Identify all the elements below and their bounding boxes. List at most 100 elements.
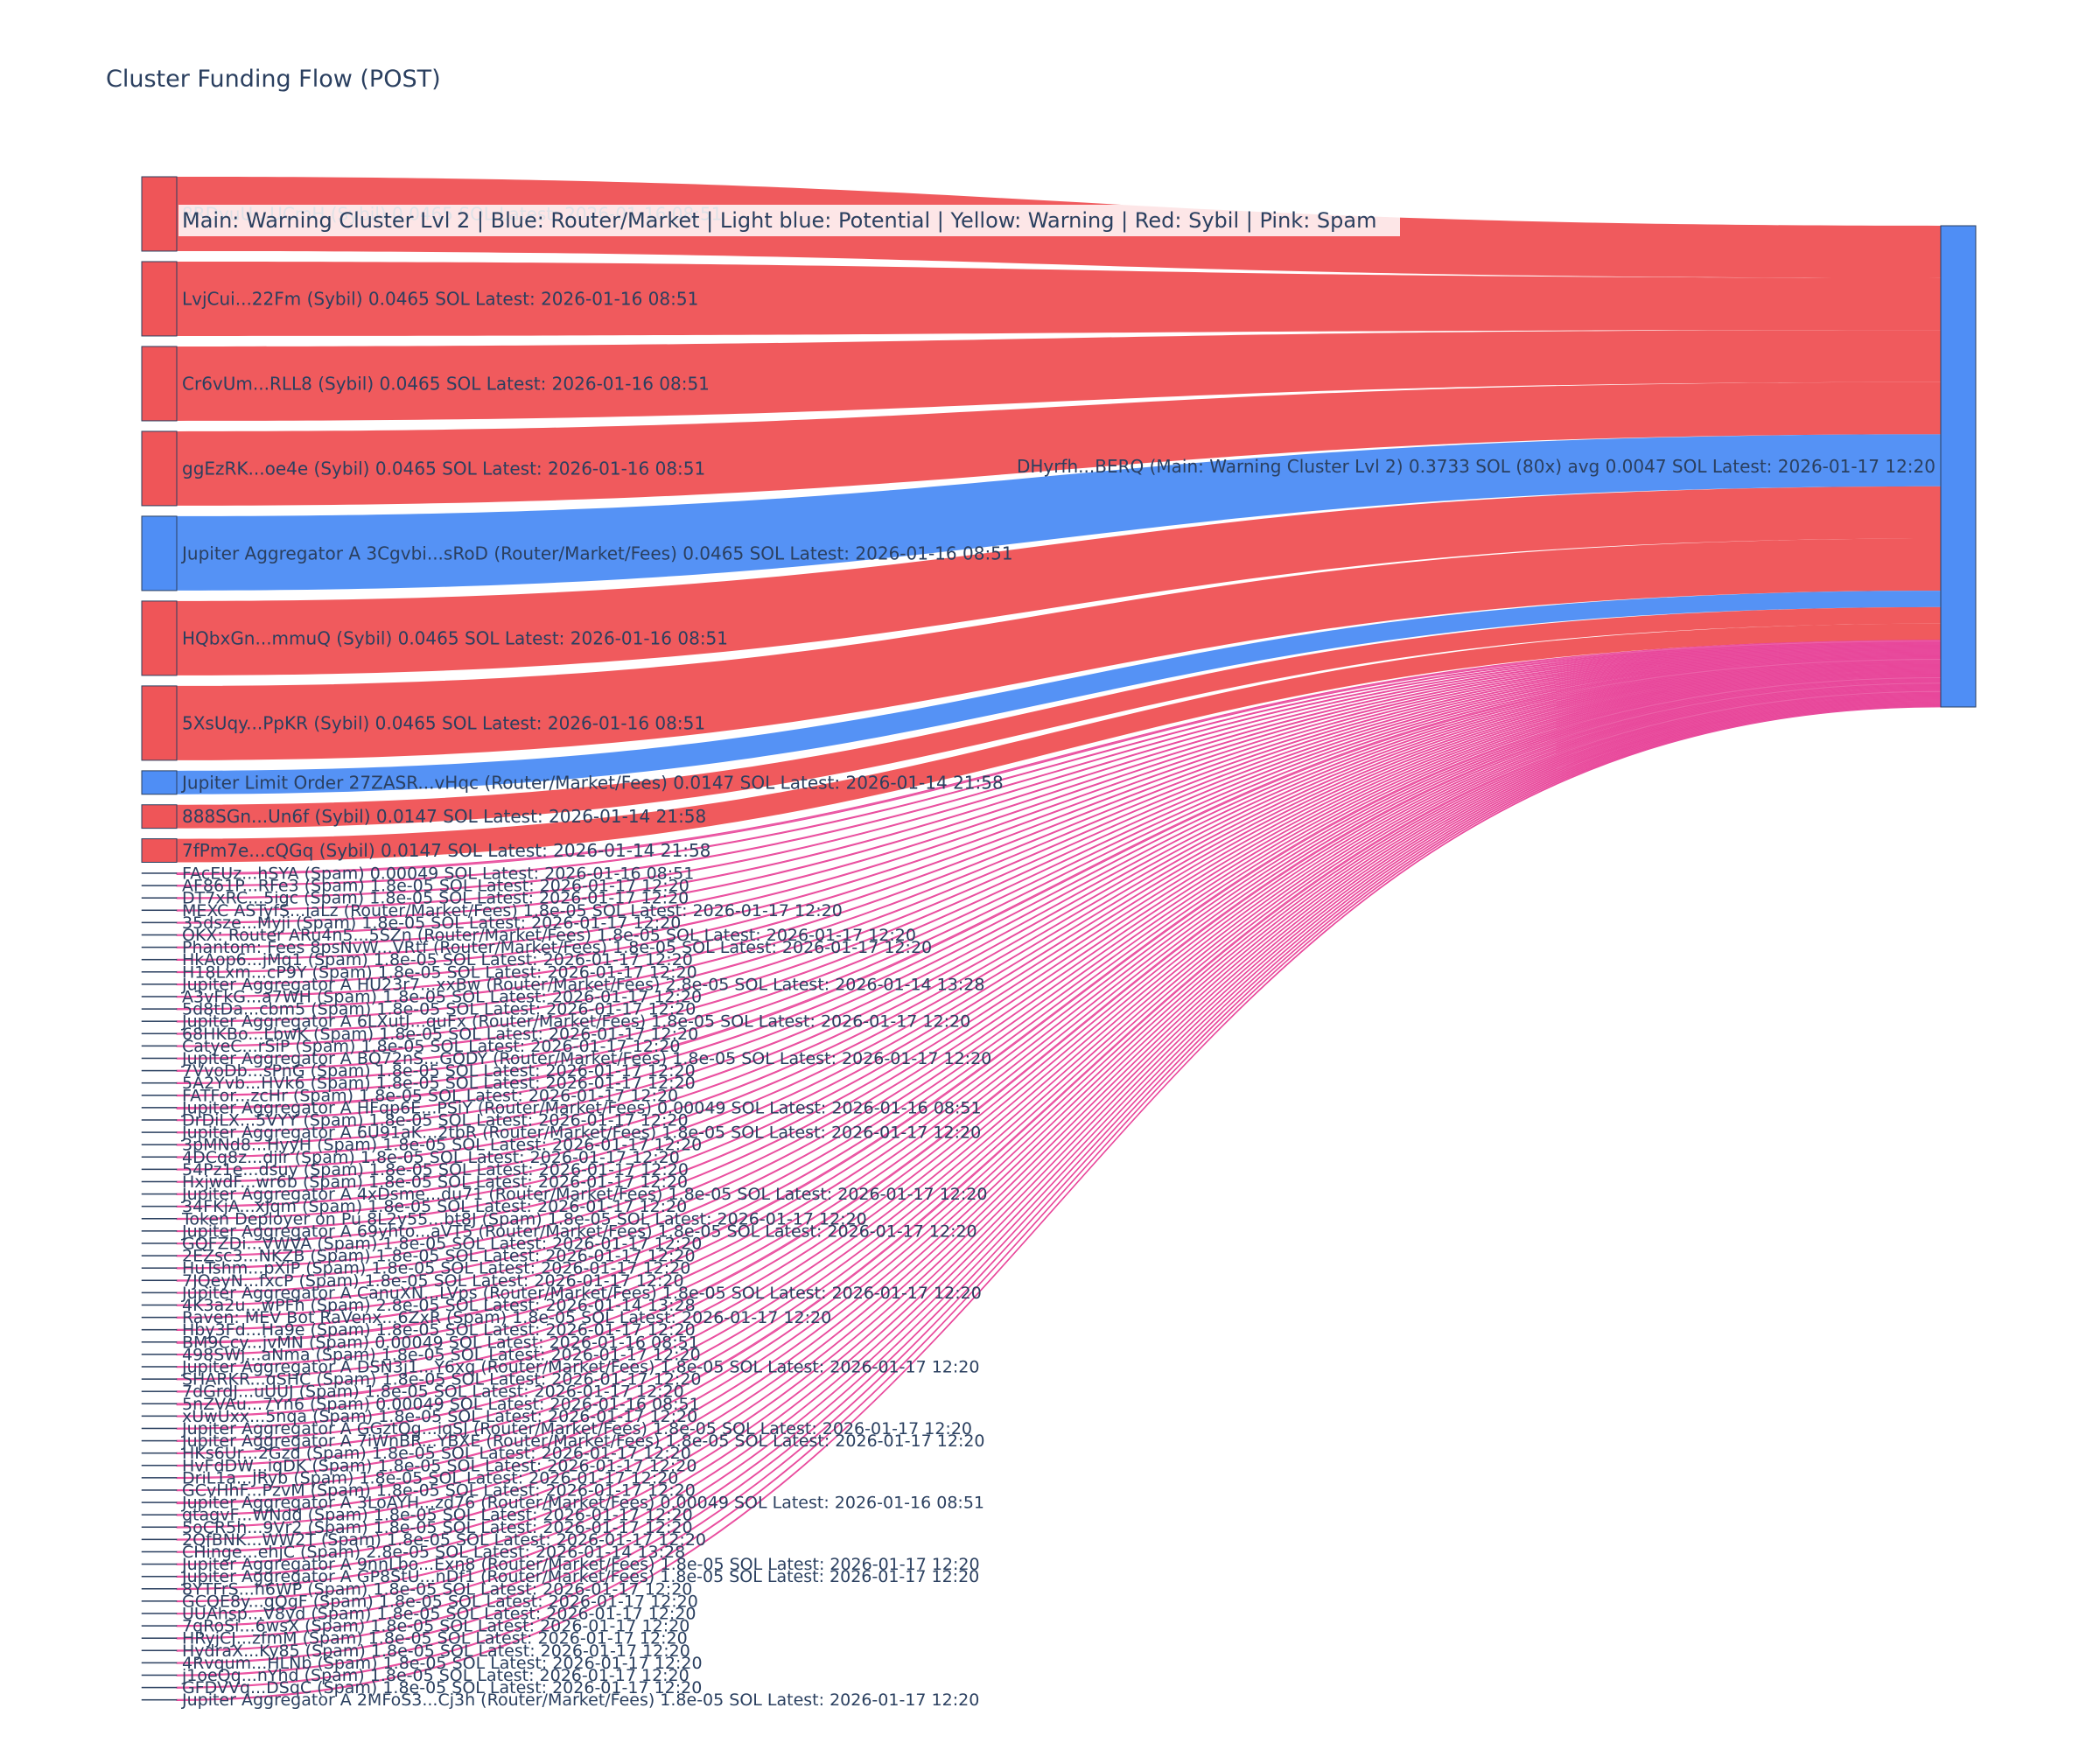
source-node-60[interactable] — [141, 1489, 178, 1491]
source-node-14[interactable] — [141, 921, 178, 924]
source-node-22[interactable] — [141, 1020, 178, 1022]
source-node-20[interactable] — [141, 996, 178, 998]
link-5 — [177, 486, 1941, 676]
source-node-58[interactable] — [141, 1465, 178, 1466]
source-node-12[interactable] — [141, 897, 178, 899]
source-node-42[interactable] — [141, 1267, 178, 1269]
source-node-45[interactable] — [141, 1304, 178, 1306]
source-label-39: Jupiter Aggregator A 69yhto...aVT5 (Rout… — [181, 1222, 977, 1241]
source-node-61[interactable] — [141, 1502, 178, 1503]
source-label-60: GCvHhF...PzvM (Spam) 1.8e-05 SOL Latest:… — [182, 1480, 696, 1500]
source-node-31[interactable] — [141, 1131, 178, 1133]
source-node-73[interactable] — [141, 1649, 178, 1652]
source-node-40[interactable] — [141, 1242, 178, 1244]
source-node-8[interactable] — [141, 804, 178, 830]
source-label-28: FATFor...zcHr (Spam) 1.8e-05 SOL Latest:… — [182, 1086, 678, 1105]
source-node-35[interactable] — [141, 1180, 178, 1183]
source-label-44: Jupiter Aggregator A CanuXN...LVps (Rout… — [181, 1284, 982, 1303]
source-label-36: Jupiter Aggregator A 4xDsme...du71 (Rout… — [181, 1185, 987, 1204]
source-node-50[interactable] — [141, 1366, 178, 1368]
source-node-32[interactable] — [141, 1144, 178, 1145]
source-node-48[interactable] — [141, 1341, 178, 1343]
source-label-75: j1oeQq...nYhd (Spam) 1.8e-05 SOL Latest:… — [181, 1666, 690, 1685]
source-node-23[interactable] — [141, 1032, 178, 1035]
source-node-0[interactable] — [141, 176, 178, 252]
link-6 — [177, 538, 1941, 760]
source-label-31: Jupiter Aggregator A 6U91aK...2tbR (Rout… — [181, 1124, 981, 1143]
source-node-3[interactable] — [141, 430, 178, 507]
source-node-34[interactable] — [141, 1168, 178, 1171]
source-node-75[interactable] — [141, 1674, 178, 1676]
source-node-4[interactable] — [141, 515, 178, 592]
source-node-5[interactable] — [141, 600, 178, 676]
source-label-35: HxjwdF...wr6b (Spam) 1.8e-05 SOL Latest:… — [182, 1172, 688, 1192]
source-node-77[interactable] — [141, 1698, 178, 1701]
source-label-29: Jupiter Aggregator A HFqp6E...PSiY (Rout… — [181, 1098, 982, 1117]
source-node-27[interactable] — [141, 1082, 178, 1084]
source-label-41: 2EZsc3...NKZB (Spam) 1.8e-05 SOL Latest:… — [182, 1247, 696, 1266]
link-7 — [177, 591, 1941, 794]
source-node-74[interactable] — [141, 1662, 178, 1664]
source-label-37: 34FKjA...xJqm (Spam) 1.8e-05 SOL Latest:… — [182, 1197, 687, 1216]
source-node-10[interactable] — [141, 872, 178, 874]
source-label-16: Phantom: Fees 8psNvW...VRtf (Router/Mark… — [182, 938, 932, 957]
source-node-70[interactable] — [141, 1613, 178, 1614]
source-node-18[interactable] — [141, 971, 178, 973]
source-node-30[interactable] — [141, 1119, 178, 1121]
source-label-34: 54Pz1e...dsuy (Spam) 1.8e-05 SOL Latest:… — [182, 1160, 689, 1180]
source-node-29[interactable] — [141, 1107, 178, 1109]
source-node-65[interactable] — [141, 1550, 178, 1553]
source-node-47[interactable] — [141, 1328, 178, 1331]
source-label-61: Jupiter Aggregator A 3LoAYH...zd76 (Rout… — [181, 1494, 984, 1513]
source-label-69: GCQE8y...gQgF (Spam) 1.8e-05 SOL Latest:… — [182, 1592, 698, 1611]
source-node-59[interactable] — [141, 1477, 178, 1479]
source-node-33[interactable] — [141, 1156, 178, 1158]
source-label-71: 7qRoSi...6wsX (Spam) 1.8e-05 SOL Latest:… — [182, 1617, 690, 1636]
source-node-51[interactable] — [141, 1378, 178, 1380]
sankey-labels: 8RDvuU...UCmH (Sybil) 0.0465 SOL Latest:… — [180, 203, 1936, 1710]
source-node-56[interactable] — [141, 1439, 178, 1442]
source-node-69[interactable] — [141, 1600, 178, 1602]
source-node-63[interactable] — [141, 1526, 178, 1529]
source-label-3: ggEzRK...oe4e (Sybil) 0.0465 SOL Latest:… — [182, 458, 705, 479]
source-node-44[interactable] — [141, 1292, 178, 1294]
target-node[interactable] — [1940, 225, 1977, 708]
source-node-71[interactable] — [141, 1625, 178, 1627]
source-label-73: HydraX...Ky85 (Spam) 1.8e-05 SOL Latest:… — [182, 1642, 690, 1661]
source-node-76[interactable] — [141, 1686, 178, 1689]
source-node-9[interactable] — [141, 838, 178, 863]
source-node-26[interactable] — [141, 1069, 178, 1072]
source-node-7[interactable] — [141, 770, 178, 795]
source-label-57: HKs6Ur...2Gzd (Spam) 1.8e-05 SOL Latest:… — [182, 1444, 691, 1463]
source-node-39[interactable] — [141, 1230, 178, 1232]
source-node-46[interactable] — [141, 1316, 178, 1319]
source-node-2[interactable] — [141, 346, 178, 422]
source-node-68[interactable] — [141, 1588, 178, 1590]
source-node-57[interactable] — [141, 1452, 178, 1454]
source-node-55[interactable] — [141, 1427, 178, 1430]
source-node-52[interactable] — [141, 1390, 178, 1392]
source-node-6[interactable] — [141, 685, 178, 761]
target-label: DHyrfh...BERQ (Main: Warning Cluster Lvl… — [1017, 456, 1936, 477]
source-node-28[interactable] — [141, 1095, 178, 1096]
source-node-1[interactable] — [141, 261, 178, 337]
source-node-43[interactable] — [141, 1279, 178, 1282]
source-node-16[interactable] — [141, 946, 178, 948]
source-node-67[interactable] — [141, 1575, 178, 1578]
source-node-62[interactable] — [141, 1514, 178, 1516]
source-label-55: Jupiter Aggregator A GGztQg...iqSJ (Rout… — [181, 1419, 972, 1438]
source-label-4: Jupiter Aggregator A 3Cgvbi...sRoD (Rout… — [180, 542, 1013, 564]
source-node-38[interactable] — [141, 1218, 178, 1220]
source-node-72[interactable] — [141, 1637, 178, 1639]
source-node-54[interactable] — [141, 1415, 178, 1418]
source-node-37[interactable] — [141, 1205, 178, 1208]
source-node-13[interactable] — [141, 909, 178, 912]
source-label-19: Jupiter Aggregator A HU23r7...xxBw (Rout… — [181, 975, 984, 994]
source-node-64[interactable] — [141, 1538, 178, 1541]
source-label-64: 2QfBNK...WW2T (Spam) 1.8e-05 SOL Latest:… — [182, 1530, 706, 1550]
source-node-21[interactable] — [141, 1008, 178, 1010]
source-label-32: 3pMNd8...HyyH (Spam) 1.8e-05 SOL Latest:… — [182, 1136, 702, 1155]
source-node-25[interactable] — [141, 1057, 178, 1060]
source-node-15[interactable] — [141, 934, 178, 936]
source-node-17[interactable] — [141, 958, 178, 961]
